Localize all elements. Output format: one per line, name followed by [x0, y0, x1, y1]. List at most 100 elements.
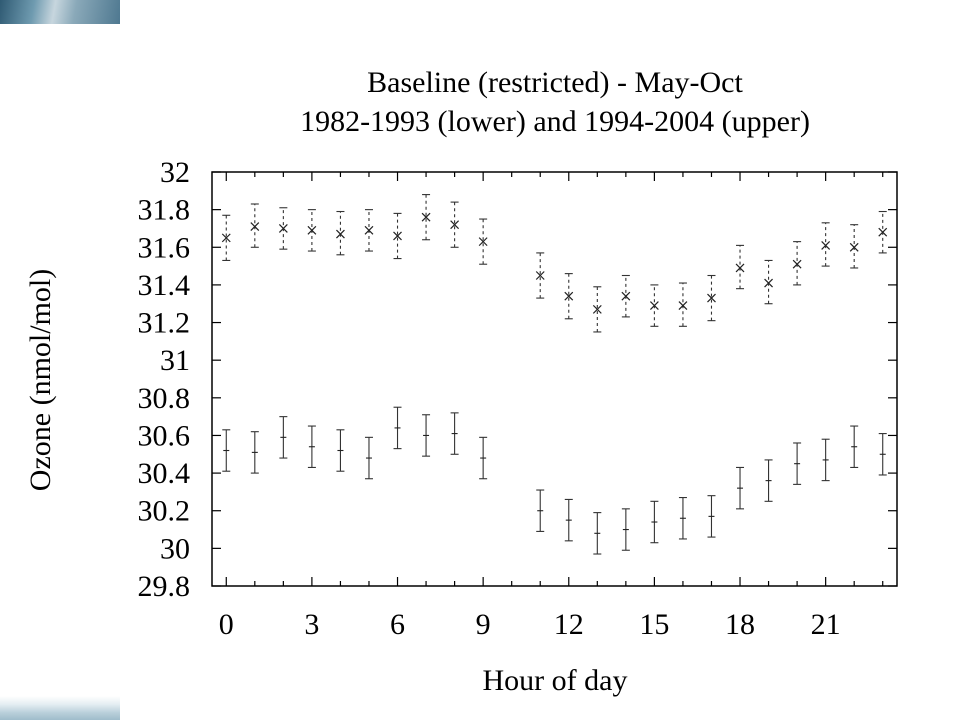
x-marker — [535, 271, 545, 280]
x-tick-label: 18 — [725, 608, 755, 641]
data-point — [764, 459, 773, 502]
y-tick-label: 29.8 — [138, 570, 191, 603]
x-tick-label: 0 — [219, 608, 234, 641]
data-point — [821, 222, 831, 267]
data-point — [564, 273, 574, 320]
x-axis-label: Hour of day — [483, 664, 628, 697]
data-point — [422, 414, 431, 457]
data-point — [250, 203, 260, 248]
y-tick-label: 32 — [160, 156, 190, 189]
x-tick-label: 9 — [476, 608, 491, 641]
data-point — [307, 425, 316, 468]
chart-title-line-1: Baseline (restricted) - May-Oct — [367, 66, 743, 99]
x-marker — [649, 301, 659, 311]
x-marker — [592, 304, 602, 314]
data-point — [336, 210, 345, 256]
data-point — [764, 259, 773, 305]
x-marker — [564, 291, 574, 301]
data-point — [792, 241, 802, 286]
y-tick-label: 31.8 — [138, 194, 191, 227]
data-point — [421, 194, 431, 241]
data-point — [849, 224, 859, 269]
data-point — [878, 210, 888, 254]
y-tick-label: 30.4 — [138, 457, 191, 490]
data-point — [650, 500, 659, 544]
data-point — [707, 495, 716, 538]
data-point — [536, 489, 545, 532]
x-marker — [478, 237, 488, 247]
top-corner-sky-strip — [0, 0, 120, 24]
x-marker — [707, 293, 716, 303]
data-point — [735, 244, 745, 290]
y-tick-label: 30.8 — [138, 382, 191, 415]
bottom-corner-sky-strip — [0, 696, 120, 720]
plot-frame — [211, 171, 898, 587]
x-marker — [221, 233, 231, 243]
y-tick-label: 31 — [160, 344, 190, 377]
data-point — [393, 212, 402, 260]
data-point — [821, 438, 830, 482]
data-point — [222, 429, 231, 472]
x-marker — [250, 222, 260, 231]
data-point — [221, 214, 231, 261]
x-marker — [278, 224, 288, 233]
x-marker — [450, 220, 460, 230]
x-marker — [764, 278, 773, 288]
data-point — [678, 282, 688, 327]
data-point — [649, 284, 659, 327]
data-point — [450, 201, 460, 248]
x-marker — [792, 259, 802, 269]
data-point — [564, 498, 573, 542]
data-point — [364, 209, 374, 252]
x-marker — [821, 240, 831, 250]
x-marker — [678, 301, 688, 311]
y-tick-label: 30.2 — [138, 495, 191, 528]
data-point — [336, 429, 345, 472]
x-axis: 0 3 6 9 12 15 18 21 — [219, 172, 884, 641]
data-point — [621, 508, 630, 551]
x-marker — [849, 242, 859, 252]
data-point — [250, 431, 259, 474]
data-point — [364, 436, 373, 480]
data-point — [621, 274, 631, 318]
data-point — [793, 442, 802, 485]
x-marker — [307, 225, 317, 235]
y-axis: 29.8 30 30.2 30.4 30.6 30.8 31 31.2 31.4 31.6 31.8… — [138, 156, 897, 603]
data-point — [592, 286, 602, 333]
y-tick-label: 30 — [160, 532, 190, 565]
data-point — [850, 425, 859, 468]
y-tick-label: 31.2 — [138, 307, 191, 340]
data-point — [479, 436, 488, 480]
data-point — [279, 416, 288, 459]
data-point — [678, 497, 687, 540]
y-tick-label: 31.4 — [138, 269, 191, 302]
data-point — [278, 207, 288, 250]
x-tick-label: 6 — [390, 608, 405, 641]
data-point — [878, 433, 887, 476]
x-tick-label: 15 — [639, 608, 669, 641]
x-marker — [621, 291, 631, 301]
x-tick-label: 3 — [304, 608, 319, 641]
data-point — [307, 209, 317, 252]
x-tick-label: 12 — [554, 608, 584, 641]
x-marker — [878, 227, 888, 237]
x-marker — [393, 231, 402, 241]
x-marker — [336, 229, 345, 239]
data-point — [736, 466, 745, 510]
data-point — [393, 406, 402, 450]
data-point — [535, 252, 545, 299]
x-marker — [364, 225, 374, 235]
data-point — [593, 512, 602, 555]
data-series — [221, 194, 888, 555]
y-axis-label: Ozone (nmol/mol) — [24, 269, 57, 491]
y-tick-label: 31.6 — [138, 231, 191, 264]
chart-title-line-2: 1982-1993 (lower) and 1994-2004 (upper) — [300, 105, 810, 138]
x-marker — [421, 212, 431, 222]
data-point — [707, 274, 716, 322]
data-point — [478, 218, 488, 265]
y-tick-label: 30.6 — [138, 419, 191, 452]
x-tick-label: 21 — [811, 608, 841, 641]
x-marker — [735, 263, 745, 273]
data-point — [450, 412, 459, 455]
